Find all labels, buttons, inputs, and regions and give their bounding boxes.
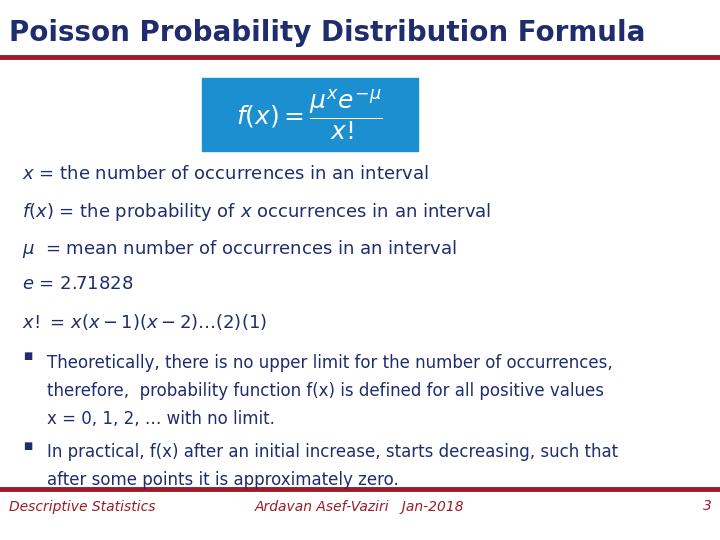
FancyBboxPatch shape bbox=[202, 78, 418, 151]
Text: Poisson Probability Distribution Formula: Poisson Probability Distribution Formula bbox=[9, 19, 645, 47]
Text: $x$ = the number of occurrences in an interval: $x$ = the number of occurrences in an in… bbox=[22, 165, 428, 183]
Text: after some points it is approximately zero.: after some points it is approximately ze… bbox=[47, 471, 399, 489]
Text: In practical, f(x) after an initial increase, starts decreasing, such that: In practical, f(x) after an initial incr… bbox=[47, 443, 618, 461]
Text: ■: ■ bbox=[23, 441, 32, 451]
Text: x = 0, 1, 2, … with no limit.: x = 0, 1, 2, … with no limit. bbox=[47, 410, 274, 428]
Text: therefore,  probability function f(x) is defined for all positive values: therefore, probability function f(x) is … bbox=[47, 382, 604, 400]
Text: $f(x)$ = the probability of $x$ occurrences in an interval: $f(x)$ = the probability of $x$ occurren… bbox=[22, 201, 491, 224]
Text: ■: ■ bbox=[23, 351, 32, 361]
Text: Ardavan Asef-Vaziri   Jan-2018: Ardavan Asef-Vaziri Jan-2018 bbox=[255, 500, 465, 514]
Text: $e$ = 2.71828: $e$ = 2.71828 bbox=[22, 275, 133, 293]
Text: Descriptive Statistics: Descriptive Statistics bbox=[9, 500, 155, 514]
Text: Theoretically, there is no upper limit for the number of occurrences,: Theoretically, there is no upper limit f… bbox=[47, 354, 613, 372]
Text: $\mu$  = mean number of occurrences in an interval: $\mu$ = mean number of occurrences in an… bbox=[22, 238, 456, 260]
Text: $x!$ = $x(x-1)(x-2)\ldots(2)(1)$: $x!$ = $x(x-1)(x-2)\ldots(2)(1)$ bbox=[22, 312, 266, 332]
Text: 3: 3 bbox=[703, 500, 711, 514]
Text: $f(x) = \dfrac{\mu^x e^{-\mu}}{x!}$: $f(x) = \dfrac{\mu^x e^{-\mu}}{x!}$ bbox=[236, 87, 383, 142]
